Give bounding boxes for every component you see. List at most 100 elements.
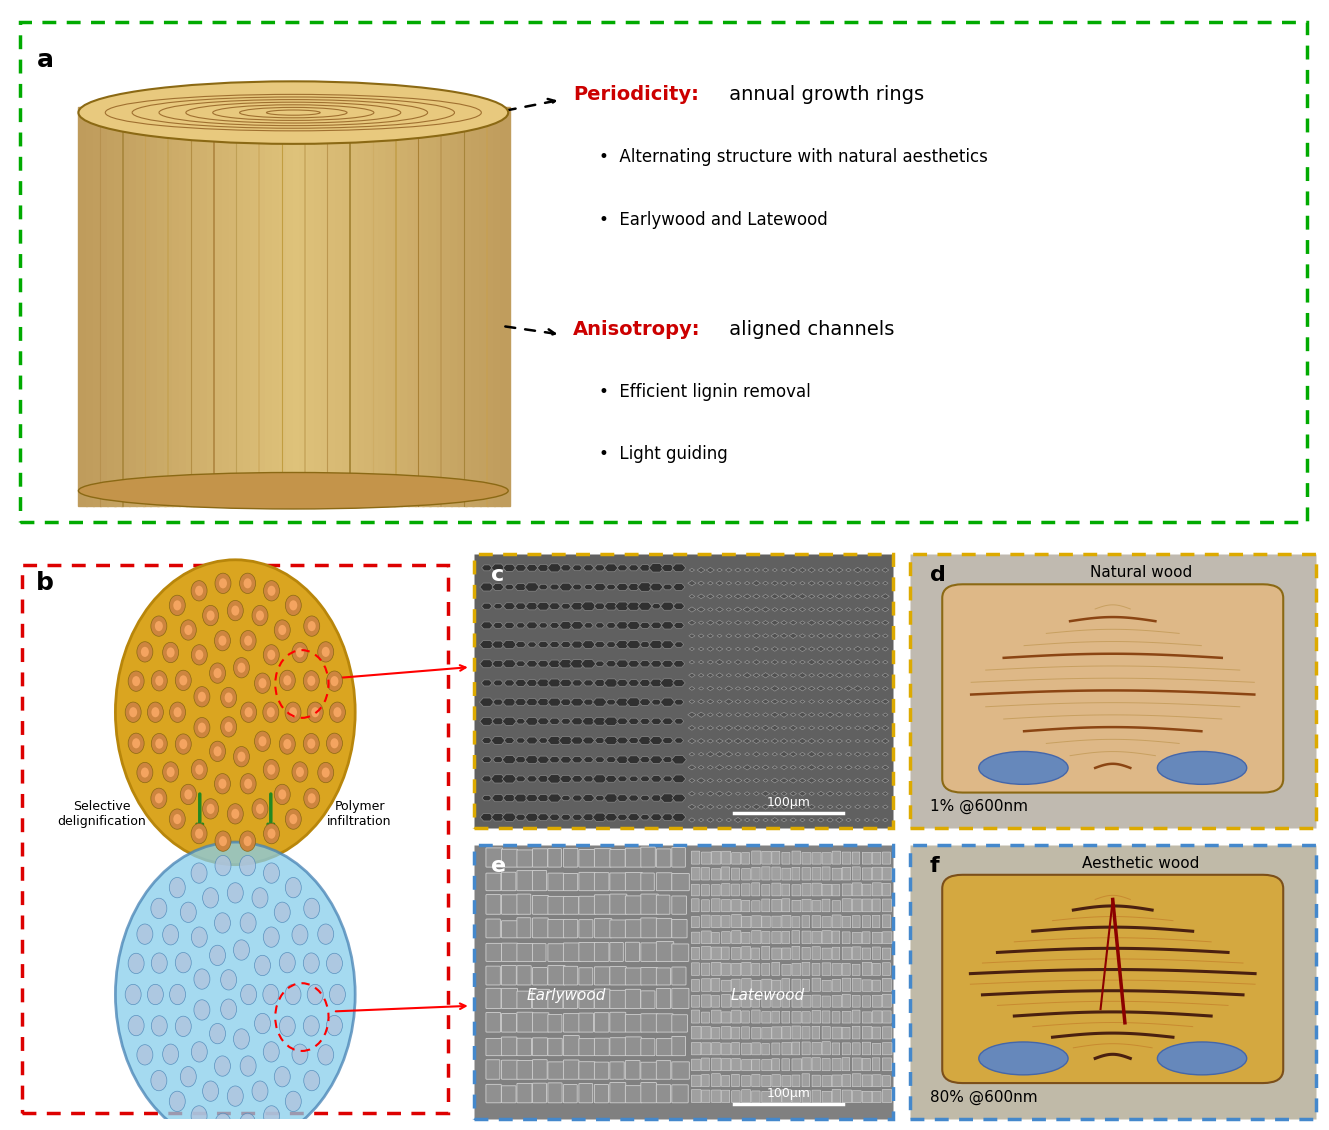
Polygon shape bbox=[836, 739, 843, 744]
Polygon shape bbox=[525, 794, 538, 801]
FancyBboxPatch shape bbox=[610, 850, 625, 867]
Circle shape bbox=[283, 739, 291, 749]
Polygon shape bbox=[762, 791, 769, 797]
Polygon shape bbox=[662, 737, 674, 744]
FancyBboxPatch shape bbox=[732, 1027, 740, 1038]
Bar bbox=[459, 107, 466, 506]
FancyBboxPatch shape bbox=[843, 916, 851, 928]
Polygon shape bbox=[763, 634, 768, 638]
FancyBboxPatch shape bbox=[812, 1058, 820, 1071]
FancyBboxPatch shape bbox=[762, 851, 771, 864]
Polygon shape bbox=[734, 607, 742, 612]
FancyBboxPatch shape bbox=[801, 868, 811, 880]
FancyBboxPatch shape bbox=[882, 1089, 892, 1103]
Circle shape bbox=[304, 788, 320, 808]
Polygon shape bbox=[493, 623, 504, 628]
FancyBboxPatch shape bbox=[872, 1092, 881, 1103]
FancyBboxPatch shape bbox=[872, 1011, 882, 1023]
Circle shape bbox=[191, 759, 207, 780]
Polygon shape bbox=[772, 568, 777, 572]
Polygon shape bbox=[791, 805, 796, 809]
FancyBboxPatch shape bbox=[852, 1043, 860, 1054]
Bar bbox=[393, 107, 403, 506]
Polygon shape bbox=[845, 753, 852, 756]
Bar bbox=[307, 107, 316, 506]
Polygon shape bbox=[606, 757, 617, 763]
Polygon shape bbox=[516, 642, 526, 647]
Polygon shape bbox=[772, 753, 777, 756]
Polygon shape bbox=[808, 608, 815, 611]
Polygon shape bbox=[481, 776, 492, 782]
Text: •  Earlywood and Latewood: • Earlywood and Latewood bbox=[599, 211, 828, 228]
Circle shape bbox=[137, 924, 153, 945]
Polygon shape bbox=[789, 699, 796, 704]
Polygon shape bbox=[724, 751, 732, 757]
Circle shape bbox=[152, 898, 167, 919]
Polygon shape bbox=[853, 686, 861, 692]
Circle shape bbox=[267, 765, 275, 775]
Polygon shape bbox=[789, 581, 796, 585]
Polygon shape bbox=[855, 712, 861, 718]
FancyBboxPatch shape bbox=[872, 899, 880, 912]
FancyBboxPatch shape bbox=[626, 1015, 642, 1032]
Polygon shape bbox=[726, 805, 732, 809]
Circle shape bbox=[214, 668, 222, 678]
Polygon shape bbox=[707, 660, 714, 664]
Polygon shape bbox=[661, 602, 675, 610]
Circle shape bbox=[308, 793, 316, 803]
FancyBboxPatch shape bbox=[792, 868, 800, 880]
FancyBboxPatch shape bbox=[691, 868, 700, 880]
Polygon shape bbox=[771, 672, 779, 678]
Polygon shape bbox=[864, 779, 870, 783]
Polygon shape bbox=[789, 567, 797, 573]
Polygon shape bbox=[743, 712, 751, 718]
Polygon shape bbox=[724, 739, 732, 744]
Polygon shape bbox=[809, 673, 815, 677]
Polygon shape bbox=[617, 622, 629, 629]
FancyBboxPatch shape bbox=[843, 1075, 851, 1087]
Polygon shape bbox=[606, 642, 617, 647]
FancyBboxPatch shape bbox=[863, 963, 872, 975]
Polygon shape bbox=[855, 805, 861, 809]
Polygon shape bbox=[537, 814, 549, 820]
Polygon shape bbox=[800, 620, 805, 625]
FancyBboxPatch shape bbox=[863, 884, 870, 896]
Circle shape bbox=[245, 635, 253, 645]
Polygon shape bbox=[819, 568, 824, 572]
FancyBboxPatch shape bbox=[752, 1059, 760, 1071]
Polygon shape bbox=[791, 713, 796, 716]
Polygon shape bbox=[629, 565, 639, 571]
Circle shape bbox=[210, 1024, 226, 1044]
Polygon shape bbox=[864, 594, 870, 599]
Polygon shape bbox=[845, 673, 852, 677]
Polygon shape bbox=[707, 686, 714, 690]
Polygon shape bbox=[649, 564, 663, 572]
Polygon shape bbox=[808, 751, 816, 757]
Polygon shape bbox=[799, 805, 807, 809]
Polygon shape bbox=[492, 564, 505, 572]
Circle shape bbox=[267, 650, 275, 660]
FancyBboxPatch shape bbox=[872, 1027, 881, 1038]
FancyBboxPatch shape bbox=[671, 920, 687, 938]
Polygon shape bbox=[514, 679, 526, 686]
Polygon shape bbox=[502, 775, 517, 783]
Text: •  Light guiding: • Light guiding bbox=[599, 445, 728, 463]
FancyBboxPatch shape bbox=[641, 967, 658, 985]
FancyBboxPatch shape bbox=[863, 1042, 870, 1054]
Polygon shape bbox=[864, 687, 869, 690]
Polygon shape bbox=[808, 581, 815, 585]
FancyBboxPatch shape bbox=[579, 942, 595, 962]
Polygon shape bbox=[881, 593, 889, 599]
Polygon shape bbox=[706, 751, 714, 757]
FancyBboxPatch shape bbox=[772, 948, 781, 959]
FancyBboxPatch shape bbox=[852, 883, 861, 896]
Polygon shape bbox=[873, 581, 880, 585]
FancyBboxPatch shape bbox=[732, 853, 740, 864]
FancyBboxPatch shape bbox=[691, 980, 699, 991]
FancyBboxPatch shape bbox=[610, 1012, 626, 1032]
FancyBboxPatch shape bbox=[832, 868, 841, 880]
FancyBboxPatch shape bbox=[823, 996, 831, 1007]
Circle shape bbox=[173, 814, 181, 824]
Polygon shape bbox=[707, 779, 714, 783]
Polygon shape bbox=[698, 581, 704, 585]
